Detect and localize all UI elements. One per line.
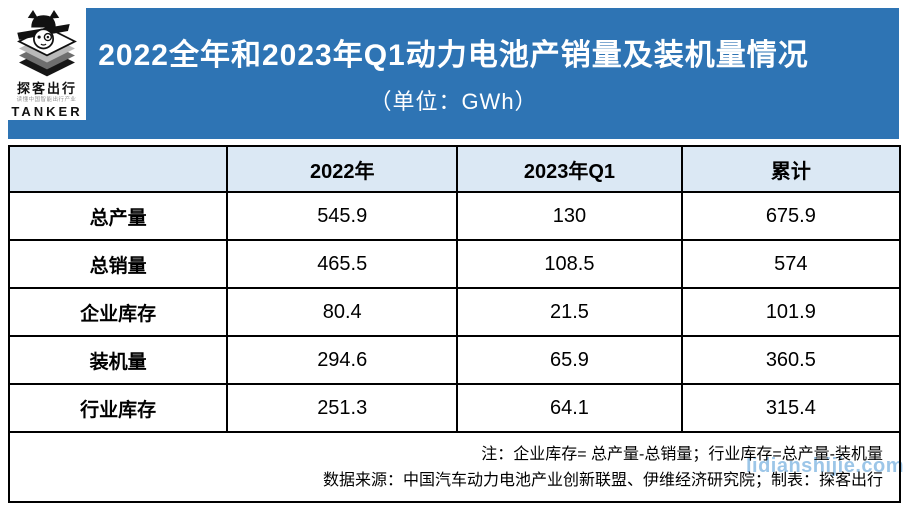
table-notes-row: 注：企业库存= 总产量-总销量；行业库存=总产量-装机量 数据来源：中国汽车动力… [8,431,901,503]
cell-value: 294.6 [226,335,459,385]
cell-value: 108.5 [456,239,683,289]
note-source: 数据来源：中国汽车动力电池产业创新联盟、伊维经济研究院；制表：探客出行 [322,472,883,489]
row-label: 企业库存 [7,287,229,337]
row-label: 总产量 [7,191,229,241]
table-row-installed-capacity: 装机量 294.6 65.9 360.5 [7,335,902,385]
cell-value: 80.4 [226,287,459,337]
cell-value: 315.4 [680,383,902,433]
note-formula: 注：企业库存= 总产量-总销量；行业库存=总产量-装机量 [481,445,883,463]
detective-cat-logo-icon [17,10,77,77]
page-title: 2022全年和2023年Q1动力电池产销量及装机量情况 [98,39,809,72]
logo-brand-en: TANKER [11,104,83,120]
cell-value: 101.9 [680,287,902,337]
logo-tagline: 读懂中国智能出行产业 [17,96,77,103]
cell-value: 545.9 [226,191,459,241]
row-label: 行业库存 [7,383,229,433]
cell-value: 130 [456,191,683,241]
cell-value: 65.9 [456,335,683,385]
header-cell-empty [7,145,229,193]
table-row-total-production: 总产量 545.9 130 675.9 [7,191,902,241]
cell-value: 360.5 [680,335,902,385]
header-cell-2023q1: 2023年Q1 [456,145,683,193]
cell-value: 574 [680,239,902,289]
table-row-industry-inventory: 行业库存 251.3 64.1 315.4 [7,383,902,433]
table-row-enterprise-inventory: 企业库存 80.4 21.5 101.9 [7,287,902,337]
cell-value: 64.1 [456,383,683,433]
cell-value: 21.5 [456,287,683,337]
header-cell-total: 累计 [680,145,902,193]
row-label: 装机量 [7,335,229,385]
tanker-logo: 探客出行 读懂中国智能出行产业 TANKER [8,8,86,120]
battery-stats-table: 2022年 2023年Q1 累计 总产量 545.9 130 675.9 总销量… [7,145,902,503]
table-header-row: 2022年 2023年Q1 累计 [7,145,902,193]
cell-value: 465.5 [226,239,459,289]
row-label: 总销量 [7,239,229,289]
header-banner: 2022全年和2023年Q1动力电池产销量及装机量情况 （单位：GWh） [8,8,899,139]
cell-value: 251.3 [226,383,459,433]
header-cell-2022: 2022年 [226,145,459,193]
notes-cell: 注：企业库存= 总产量-总销量；行业库存=总产量-装机量 数据来源：中国汽车动力… [8,431,901,503]
logo-brand-cn: 探客出行 [16,80,77,96]
page-subtitle-unit: （单位：GWh） [369,89,538,114]
cell-value: 675.9 [680,191,902,241]
table-row-total-sales: 总销量 465.5 108.5 574 [7,239,902,289]
